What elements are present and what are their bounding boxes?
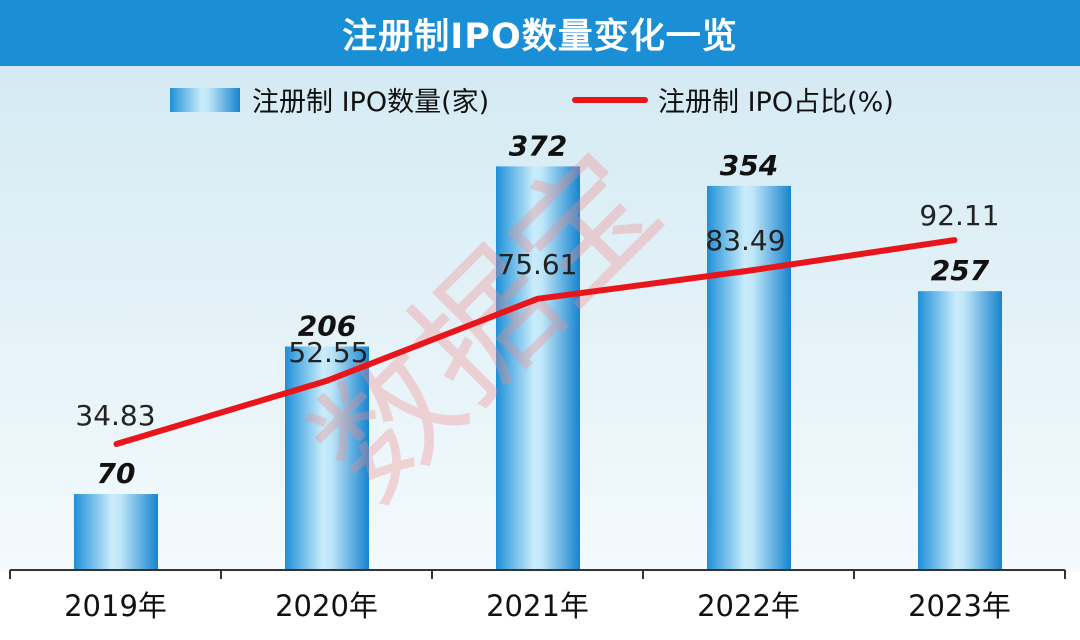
bar-value-label-3: 354 bbox=[720, 149, 778, 182]
line-value-label-3: 83.49 bbox=[705, 224, 785, 257]
bar-4 bbox=[918, 291, 1002, 570]
x-tick-label-4: 2023年 bbox=[908, 589, 1011, 623]
bar-value-label-0: 70 bbox=[97, 457, 136, 490]
line-value-label-0: 34.83 bbox=[75, 399, 155, 432]
legend-bar-swatch bbox=[170, 88, 240, 112]
title-bar: 注册制IPO数量变化一览 bbox=[0, 0, 1080, 66]
line-value-label-1: 52.55 bbox=[288, 336, 368, 369]
chart-title: 注册制IPO数量变化一览 bbox=[342, 16, 738, 57]
line-value-label-2: 75.61 bbox=[497, 248, 577, 281]
bar-3 bbox=[707, 185, 791, 570]
legend-bar-label: 注册制 IPO数量(家) bbox=[252, 87, 489, 118]
x-tick-label-0: 2019年 bbox=[64, 589, 167, 623]
x-tick-label-2: 2021年 bbox=[486, 589, 589, 623]
x-tick-label-3: 2022年 bbox=[697, 589, 800, 623]
line-value-label-4: 92.11 bbox=[919, 199, 999, 232]
bar-0 bbox=[74, 494, 158, 570]
bar-value-label-1: 206 bbox=[298, 309, 356, 342]
x-tick-label-1: 2020年 bbox=[275, 589, 378, 623]
bar-value-label-4: 257 bbox=[931, 254, 990, 287]
bar-value-label-2: 372 bbox=[509, 129, 567, 162]
legend-line-label: 注册制 IPO占比(%) bbox=[658, 87, 894, 118]
bar-2 bbox=[496, 166, 580, 570]
